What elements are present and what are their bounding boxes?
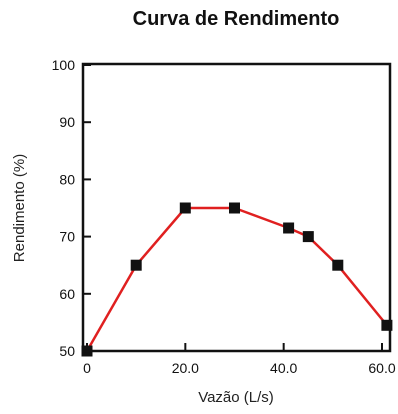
data-point-marker [381, 319, 393, 331]
y-tick-label: 90 [59, 114, 75, 130]
data-point-marker [229, 202, 240, 214]
series-line [85, 206, 388, 352]
data-point-marker [302, 231, 314, 243]
series-layer [81, 202, 393, 357]
y-tick-label: 70 [59, 229, 75, 245]
x-tick-label: 20.0 [172, 360, 199, 376]
data-point-marker [179, 202, 191, 214]
plot-frame [81, 62, 392, 353]
x-tick-label: 0 [83, 360, 91, 376]
data-point-marker [130, 259, 142, 271]
x-tick-label: 60.0 [368, 360, 395, 376]
y-tick-label: 100 [52, 57, 76, 73]
axis-ticks: 50 60 70 80 90 100 0 20.0 40.0 60.0 [52, 57, 396, 376]
chart-title: Curva de Rendimento [133, 8, 340, 30]
y-tick-label: 80 [59, 171, 75, 187]
x-tick-label: 40.0 [270, 360, 297, 376]
data-point-marker [283, 222, 295, 234]
x-axis-label: Vazão (L/s) [198, 389, 274, 406]
y-tick-label: 60 [59, 286, 75, 302]
y-tick-label: 50 [59, 343, 75, 359]
y-axis-label: Rendimento (%) [11, 154, 28, 262]
data-point-marker [332, 259, 344, 271]
